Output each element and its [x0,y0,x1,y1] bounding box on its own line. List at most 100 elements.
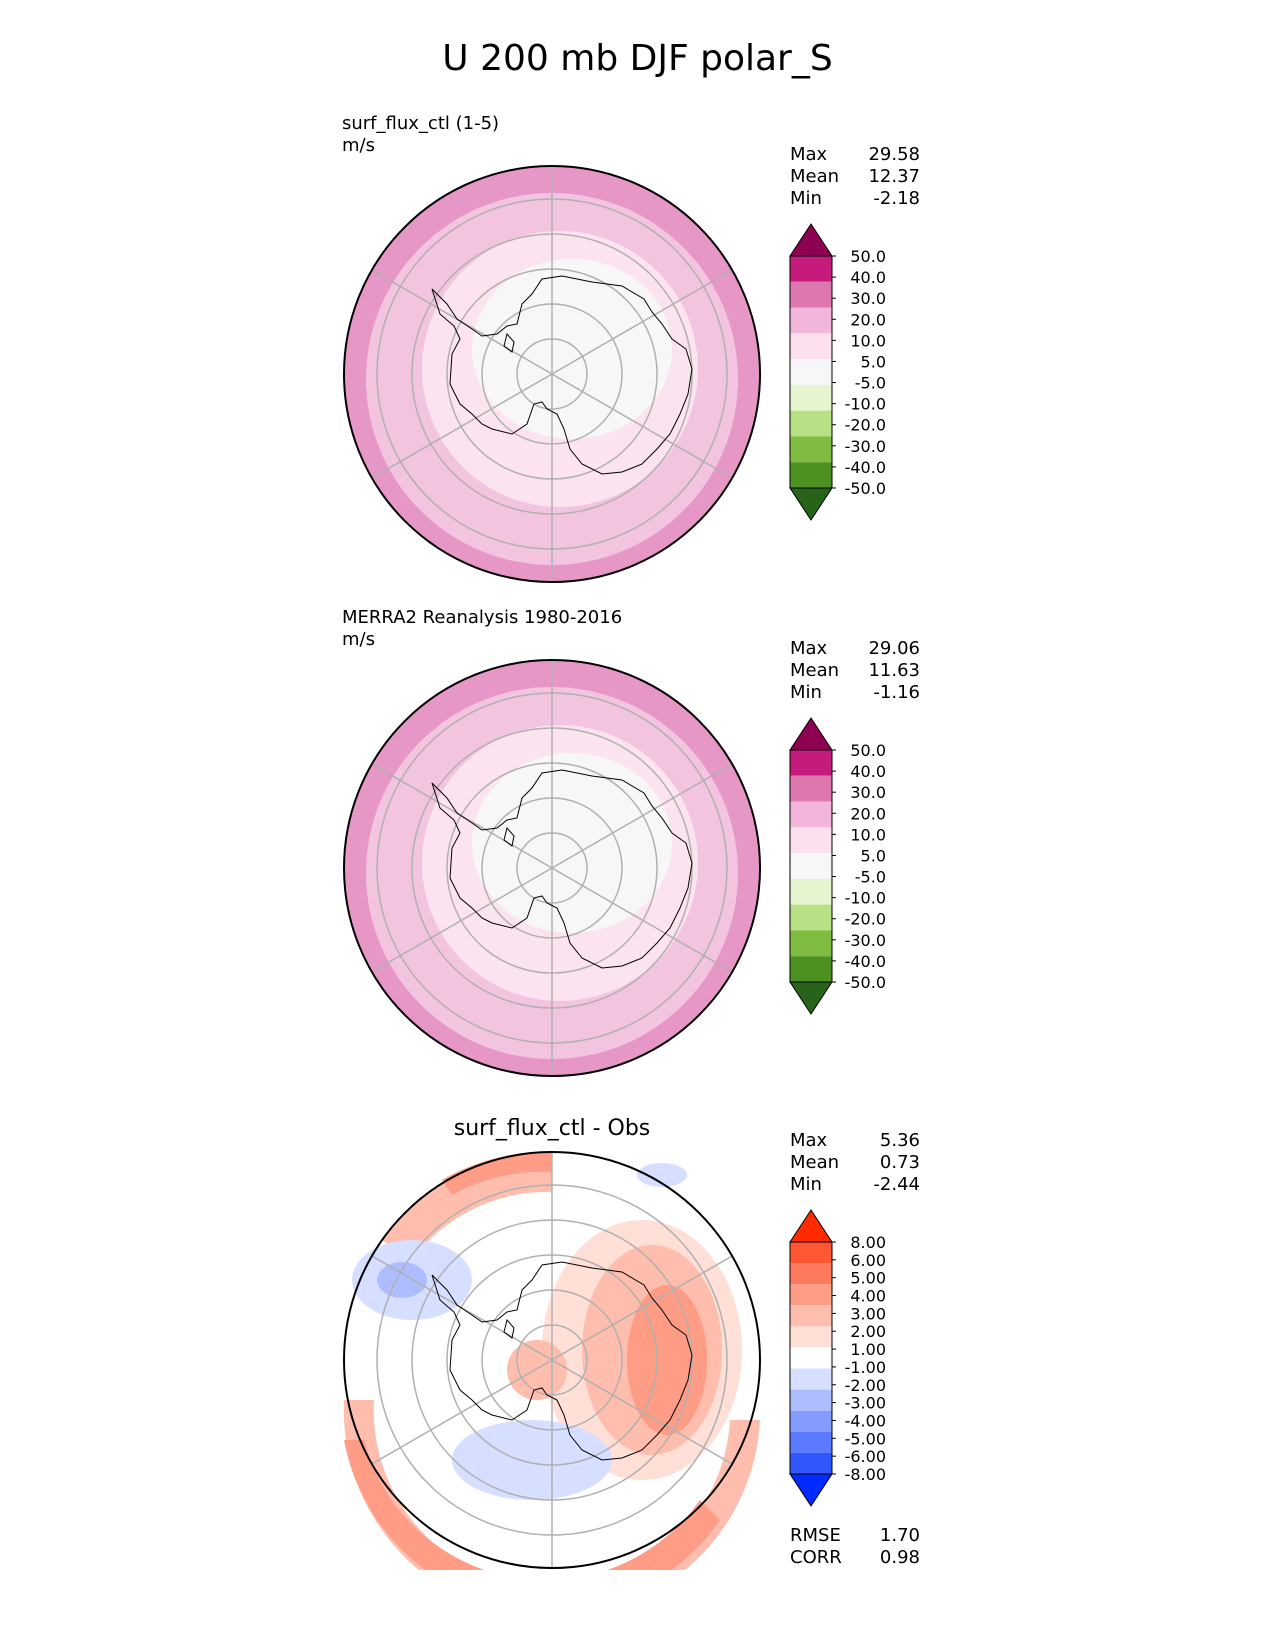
colorbar-extend-max [789,223,833,257]
colorbar-segment [790,281,832,308]
colorbar-segment [790,956,832,982]
colorbar-segment [790,878,832,905]
panel-2-title: MERRA2 Reanalysis 1980-2016 m/s [342,607,622,651]
weak-wind-core [472,753,672,933]
colorbar-tick-label: 20.0 [850,310,886,329]
graticule [371,166,733,582]
stat-min: Min -2.44 [790,1174,920,1195]
colorbar-extend-max [789,1209,833,1243]
colorbar-tick-label: -10.0 [845,889,886,908]
panel-1-stats: Max 29.58 Mean 12.37 Min -2.18 [790,144,920,210]
map-border [343,1151,761,1569]
colorbar-segment [790,827,832,854]
colorbar-tick-label: 40.0 [850,762,886,781]
colorbar-tick-label: -8.00 [845,1465,886,1484]
island-outline [503,1318,515,1339]
positive-anomaly-rim-north [382,1152,552,1260]
panel-2-units: m/s [342,629,375,650]
stat-max: Max 5.36 [790,1130,920,1151]
colorbar-tick-label: -40.0 [845,952,886,971]
colorbar-segment [790,853,832,879]
colorbar-segment [790,1389,832,1411]
stat-mean: Mean 12.37 [790,166,920,187]
longitude-line [371,1255,733,1465]
map-border [343,165,761,583]
colorbar-tick-label: -4.00 [845,1411,886,1430]
colorbar-tick-label: 50.0 [850,741,886,760]
colorbar-tick-label: 1.00 [850,1340,886,1359]
colorbar-segment [790,1284,832,1306]
colorbar-segment [790,801,832,828]
colorbar-segment [790,359,832,385]
colorbar-tick-label: -50.0 [845,973,886,992]
negative-anomaly-west-core [377,1262,427,1298]
colorbar-tick-label: 5.0 [861,846,886,865]
antarctica-coastline [431,1261,693,1461]
coastline [431,1261,693,1461]
colorbar-tick-label: -2.00 [845,1376,886,1395]
panel-3-map [343,1151,761,1570]
graticule [371,660,733,1076]
colorbar-segment [790,1305,832,1327]
colorbar-tick-label: 10.0 [850,825,886,844]
colorbar-tick-label: -50.0 [845,479,886,498]
positive-anomaly-rim-south-strong [344,1440,720,1570]
colorbar-extend-min [789,487,833,521]
stat-max: Max 29.06 [790,638,920,659]
colorbar-extend-min [789,1473,833,1507]
colorbar-segment [790,750,832,776]
island-outline [503,826,515,847]
colorbar-tick-label: -10.0 [845,395,886,414]
colorbar-segment [790,1242,832,1264]
colorbar-tick-label: -5.00 [845,1429,886,1448]
graticule [371,1152,733,1568]
colorbar-tick-label: -6.00 [845,1447,886,1466]
colorbar-tick-label: 8.00 [850,1233,886,1252]
colorbar-frame [789,1241,833,1475]
colorbar-tick-label: 10.0 [850,331,886,350]
stat-max: Max 29.58 [790,144,920,165]
colorbar-tick-label: 30.0 [850,289,886,308]
stat-mean: Mean 11.63 [790,660,920,681]
colorbar-segment [790,1263,832,1285]
colorbar-tick-label: 50.0 [850,247,886,266]
colorbar-segment [790,1452,832,1474]
colorbar-tick-label: -5.0 [855,868,886,887]
colorbar-tick-label: 2.00 [850,1322,886,1341]
colorbar-tick-label: -30.0 [845,931,886,950]
colorbar-tick-label: -20.0 [845,416,886,435]
colorbar-segment [790,775,832,802]
panel-3-colorbar: 8.006.005.004.003.002.001.00-1.00-2.00-3… [789,1209,886,1507]
colorbar-segment [790,307,832,334]
colorbar-tick-label: -1.00 [845,1358,886,1377]
panel-1-title: surf_flux_ctl (1-5) m/s [342,113,499,157]
colorbar-extend-min [789,981,833,1015]
panel-3-metrics: RMSE 1.70 CORR 0.98 [790,1525,920,1569]
panel-2-colorbar: 50.0 40.0 30.0 20.0 10.0 5.0 -5.0 -10.0 -20.0 -30… [789,717,886,1015]
map-border [343,659,761,1077]
panel-1-map [343,165,761,583]
colorbar-tick-label: -20.0 [845,910,886,929]
panel-3-title: surf_flux_ctl - Obs [453,1116,651,1141]
colorbar-tick-label: -40.0 [845,458,886,477]
metric-rmse: RMSE 1.70 [790,1525,920,1546]
colorbar-frame [789,255,833,489]
colorbar-frame [789,749,833,983]
panel-2-map [343,659,761,1077]
colorbar-tick-label: 20.0 [850,804,886,823]
island-outline [503,332,515,353]
positive-anomaly-rim-north-strong [442,1151,552,1195]
positive-anomaly-east-core [627,1285,707,1435]
colorbar-segment [790,333,832,360]
panel-1-colorbar: 50.0 40.0 30.0 20.0 10.0 5.0 -5.0 -10.0 -20.0 -30… [789,223,886,521]
colorbar-tick-label: 4.00 [850,1287,886,1306]
panel-2-title-line1: MERRA2 Reanalysis 1980-2016 [342,607,623,628]
colorbar-tick-label: 40.0 [850,268,886,287]
panel-3-stats: Max 5.36 Mean 0.73 Min -2.44 [790,1130,920,1196]
negative-anomaly-south [452,1420,612,1500]
colorbar-segment [790,1410,832,1432]
colorbar-segment [790,410,832,437]
colorbar-tick-label: 5.00 [850,1269,886,1288]
colorbar-segment [790,1431,832,1453]
coastline [431,275,693,475]
